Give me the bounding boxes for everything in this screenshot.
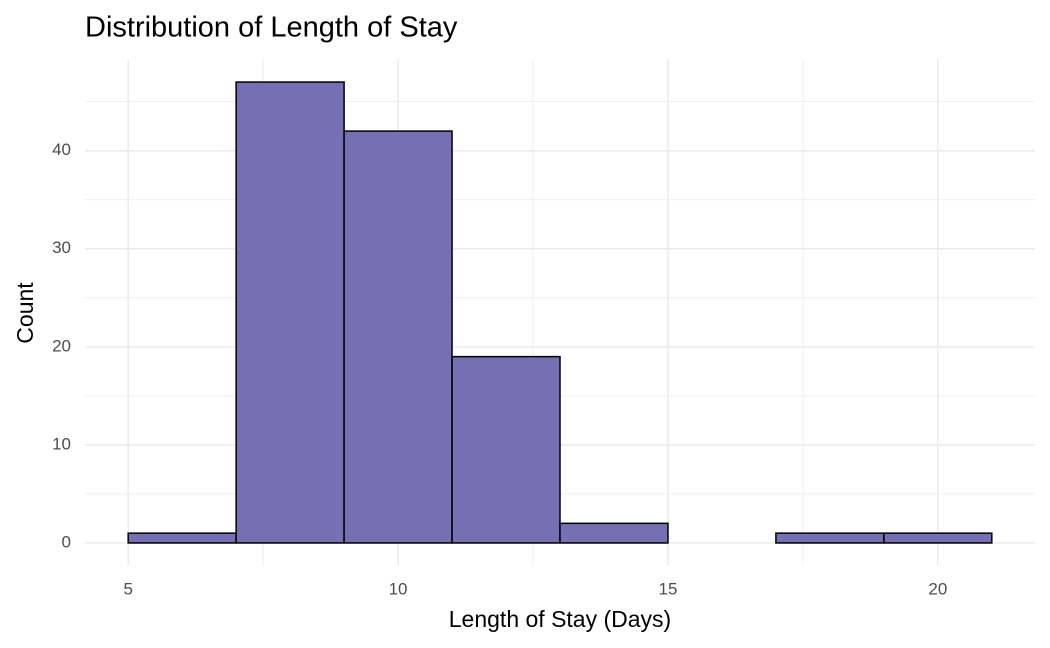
y-tick-label: 40 <box>52 140 71 159</box>
x-tick-label: 15 <box>658 579 677 598</box>
y-tick-label: 30 <box>52 238 71 257</box>
x-tick-label: 5 <box>123 579 132 598</box>
x-tick-label: 20 <box>928 579 947 598</box>
bar <box>451 355 561 544</box>
bar <box>883 532 993 544</box>
bar <box>559 522 669 544</box>
bar <box>127 532 237 544</box>
bar <box>235 81 345 544</box>
bar <box>343 130 453 544</box>
chart-title: Distribution of Length of Stay <box>85 12 458 44</box>
bar <box>775 532 885 544</box>
x-tick-label: 10 <box>389 579 408 598</box>
y-tick-label: 10 <box>52 434 71 453</box>
y-axis-title: Count <box>12 282 38 344</box>
y-tick-label: 20 <box>52 336 71 355</box>
x-axis-title: Length of Stay (Days) <box>449 606 671 632</box>
y-tick-label: 0 <box>62 532 71 551</box>
